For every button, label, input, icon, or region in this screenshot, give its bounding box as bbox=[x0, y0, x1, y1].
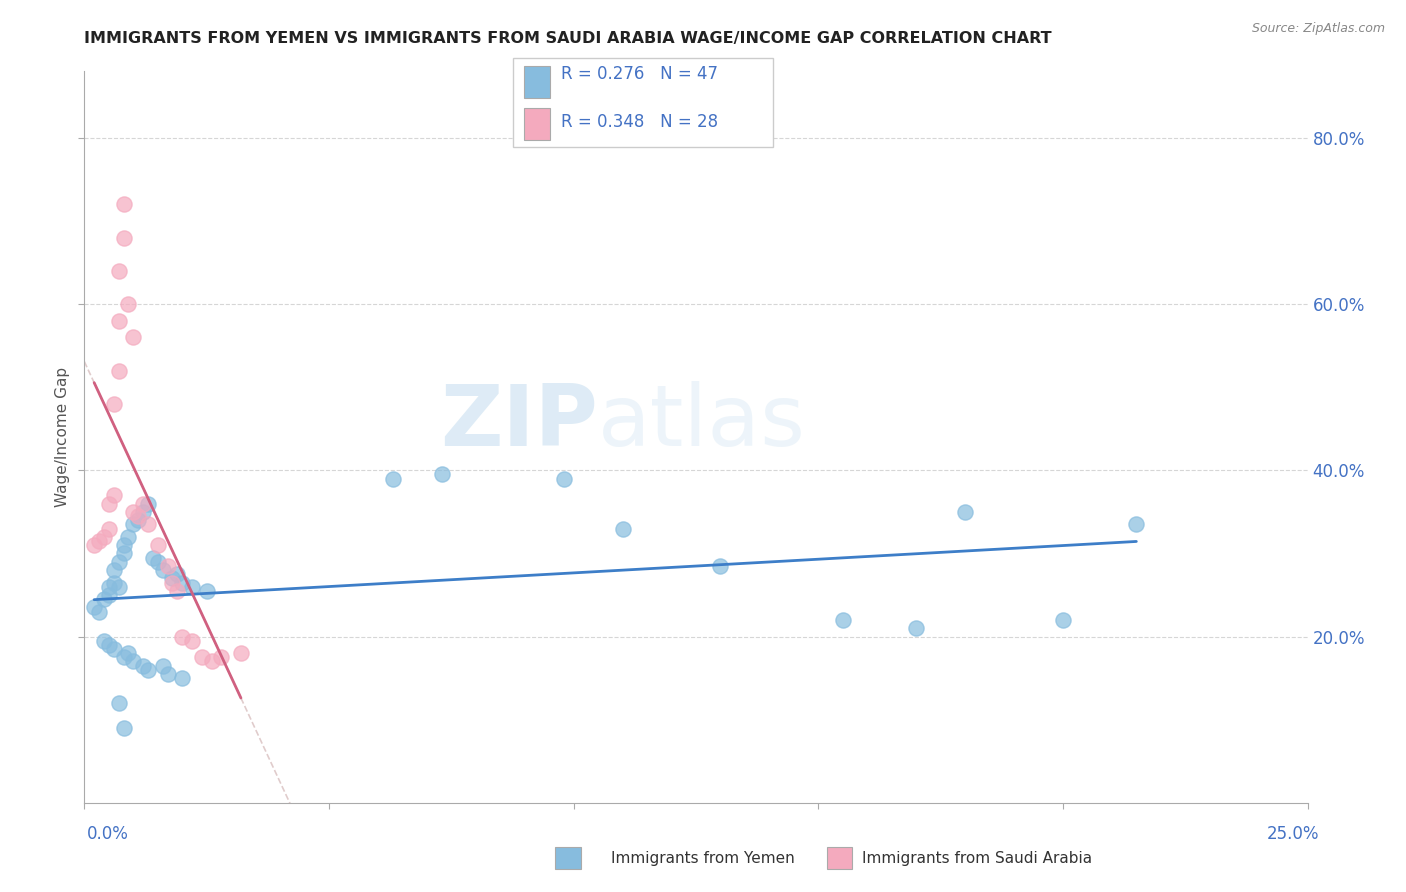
Point bbox=[953, 505, 976, 519]
Point bbox=[132, 497, 155, 511]
Point bbox=[97, 580, 120, 594]
Point bbox=[97, 521, 120, 535]
Text: Source: ZipAtlas.com: Source: ZipAtlas.com bbox=[1251, 22, 1385, 36]
Point bbox=[103, 642, 125, 657]
Point bbox=[136, 517, 159, 532]
Point bbox=[553, 472, 575, 486]
Point bbox=[136, 497, 159, 511]
Point bbox=[127, 513, 149, 527]
Point bbox=[612, 521, 634, 535]
Point bbox=[93, 530, 115, 544]
Point bbox=[107, 314, 129, 328]
Point bbox=[142, 550, 165, 565]
Point bbox=[107, 264, 129, 278]
Point bbox=[136, 663, 159, 677]
Point bbox=[103, 488, 125, 502]
Point bbox=[112, 538, 135, 552]
Point bbox=[172, 630, 194, 644]
Point bbox=[146, 555, 169, 569]
Point bbox=[381, 472, 404, 486]
Point bbox=[132, 505, 155, 519]
Point bbox=[162, 575, 184, 590]
Point bbox=[1125, 517, 1147, 532]
Point bbox=[107, 363, 129, 377]
Point bbox=[122, 505, 145, 519]
Text: ZIP: ZIP bbox=[440, 381, 598, 464]
Point bbox=[156, 558, 179, 573]
Point bbox=[430, 467, 453, 482]
Point bbox=[195, 583, 218, 598]
Point bbox=[103, 397, 125, 411]
Point bbox=[191, 650, 214, 665]
Text: Immigrants from Saudi Arabia: Immigrants from Saudi Arabia bbox=[862, 851, 1092, 865]
Point bbox=[103, 563, 125, 577]
Point bbox=[112, 721, 135, 735]
Point bbox=[122, 517, 145, 532]
Point bbox=[93, 592, 115, 607]
Point bbox=[209, 650, 232, 665]
Point bbox=[97, 497, 120, 511]
Point bbox=[83, 600, 105, 615]
Point bbox=[172, 671, 194, 685]
Point bbox=[87, 533, 110, 548]
Point bbox=[112, 546, 135, 560]
Point bbox=[117, 297, 139, 311]
Point bbox=[122, 655, 145, 669]
Point bbox=[156, 667, 179, 681]
Point bbox=[87, 605, 110, 619]
Point bbox=[905, 621, 928, 635]
Point bbox=[107, 555, 129, 569]
Text: atlas: atlas bbox=[598, 381, 806, 464]
Point bbox=[103, 575, 125, 590]
Point bbox=[181, 580, 204, 594]
Point bbox=[162, 571, 184, 585]
Point bbox=[831, 613, 853, 627]
Text: R = 0.276   N = 47: R = 0.276 N = 47 bbox=[561, 65, 718, 83]
Point bbox=[112, 197, 135, 211]
Point bbox=[83, 538, 105, 552]
Point bbox=[112, 230, 135, 244]
Point bbox=[152, 563, 174, 577]
Point bbox=[117, 530, 139, 544]
Point bbox=[172, 575, 194, 590]
Point bbox=[117, 646, 139, 660]
Point bbox=[166, 567, 188, 582]
Point bbox=[166, 583, 188, 598]
Point bbox=[146, 538, 169, 552]
Point bbox=[97, 588, 120, 602]
Text: Immigrants from Yemen: Immigrants from Yemen bbox=[612, 851, 794, 865]
Point bbox=[107, 696, 129, 710]
Y-axis label: Wage/Income Gap: Wage/Income Gap bbox=[55, 367, 70, 508]
Text: IMMIGRANTS FROM YEMEN VS IMMIGRANTS FROM SAUDI ARABIA WAGE/INCOME GAP CORRELATIO: IMMIGRANTS FROM YEMEN VS IMMIGRANTS FROM… bbox=[84, 31, 1052, 46]
Point bbox=[132, 658, 155, 673]
Point bbox=[97, 638, 120, 652]
Point bbox=[200, 655, 222, 669]
Text: 25.0%: 25.0% bbox=[1267, 825, 1319, 843]
Point bbox=[1052, 613, 1074, 627]
Point bbox=[107, 580, 129, 594]
Point bbox=[122, 330, 145, 344]
Point bbox=[709, 558, 731, 573]
Point bbox=[93, 633, 115, 648]
Point bbox=[127, 509, 149, 524]
Point bbox=[112, 650, 135, 665]
Point bbox=[229, 646, 252, 660]
Text: 0.0%: 0.0% bbox=[87, 825, 129, 843]
Point bbox=[152, 658, 174, 673]
Point bbox=[181, 633, 204, 648]
Text: R = 0.348   N = 28: R = 0.348 N = 28 bbox=[561, 113, 718, 131]
